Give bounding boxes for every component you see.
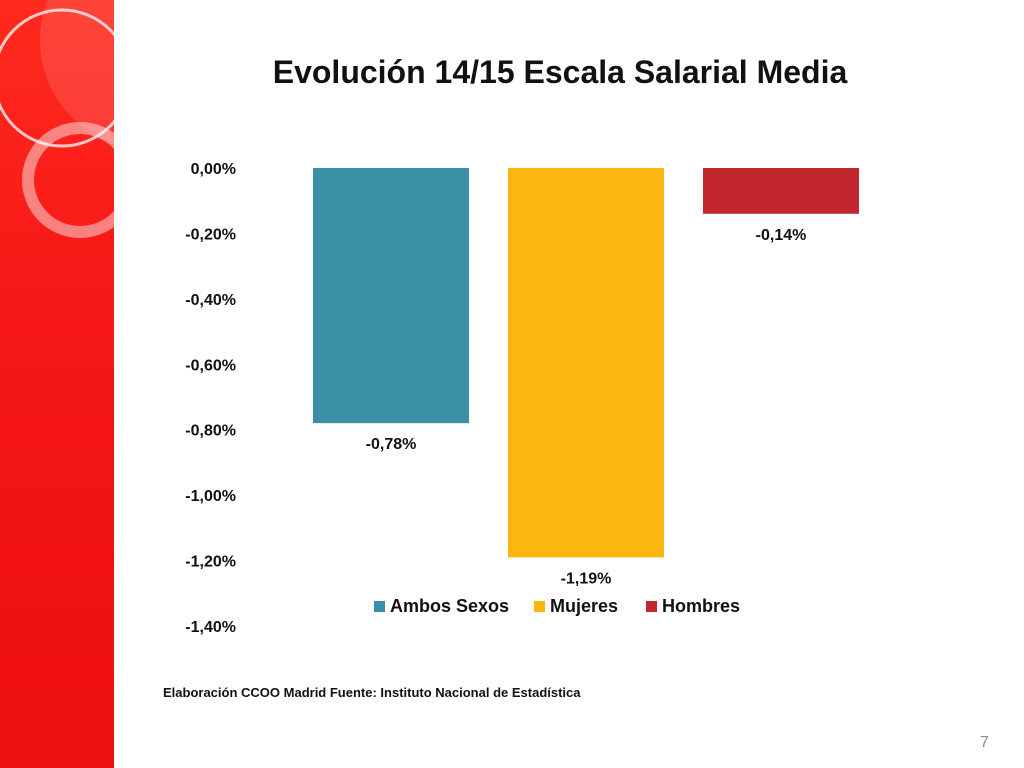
legend-label: Hombres bbox=[662, 596, 740, 616]
legend-label: Mujeres bbox=[550, 596, 618, 616]
decorative-ring-thick bbox=[22, 122, 114, 238]
bar-mujeres bbox=[508, 168, 664, 558]
decorative-disc bbox=[40, 0, 114, 144]
bars-group: -0,78% -1,19% -0,14% bbox=[313, 168, 859, 587]
legend-label: Ambos Sexos bbox=[390, 596, 509, 616]
decorative-ring-large bbox=[0, 8, 114, 148]
decorative-circles-graphic bbox=[0, 0, 114, 238]
data-label: -0,78% bbox=[366, 436, 417, 453]
y-tick-label: -1,20% bbox=[185, 554, 236, 571]
y-tick-label: -1,00% bbox=[185, 488, 236, 505]
bar-hombres bbox=[703, 168, 859, 214]
legend-swatch bbox=[374, 601, 385, 612]
page-number: 7 bbox=[980, 734, 989, 751]
y-tick-label: -0,40% bbox=[185, 292, 236, 309]
y-tick-label: 0,00% bbox=[191, 161, 236, 178]
bar-chart: 0,00% -0,20% -0,40% -0,60% -0,80% -1,00% -1,20… bbox=[185, 161, 859, 636]
data-label: -0,14% bbox=[756, 227, 807, 244]
source-note: Elaboración CCOO Madrid Fuente: Institut… bbox=[163, 685, 581, 700]
legend-swatch bbox=[534, 601, 545, 612]
y-tick-label: -1,40% bbox=[185, 619, 236, 636]
chart-title: Evolución 14/15 Escala Salarial Media bbox=[272, 54, 848, 90]
y-axis: 0,00% -0,20% -0,40% -0,60% -0,80% -1,00% -1,20… bbox=[185, 161, 236, 636]
y-tick-label: -0,80% bbox=[185, 423, 236, 440]
y-tick-label: -0,60% bbox=[185, 357, 236, 374]
data-label: -1,19% bbox=[561, 570, 612, 587]
bar-ambos-sexos bbox=[313, 168, 469, 424]
decorative-side-panel bbox=[0, 0, 114, 768]
legend-swatch bbox=[646, 601, 657, 612]
legend: Ambos Sexos Mujeres Hombres bbox=[374, 596, 740, 616]
y-tick-label: -0,20% bbox=[185, 226, 236, 243]
